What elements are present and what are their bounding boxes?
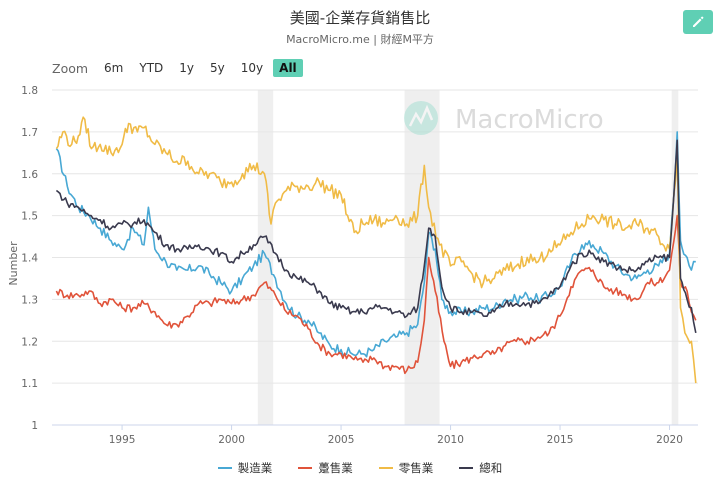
watermark: MacroMicro — [404, 101, 604, 135]
x-tick-label: 2015 — [547, 434, 574, 446]
legend-swatch — [298, 467, 313, 469]
y-tick-label: 1.6 — [21, 169, 38, 181]
x-tick-label: 2010 — [437, 434, 464, 446]
zoom-all-button[interactable]: All — [273, 59, 303, 77]
x-tick-label: 1995 — [109, 434, 136, 446]
watermark-logo-mark — [408, 104, 434, 127]
zoom-bar: Zoom 6m YTD 1y 5y 10y All — [52, 58, 307, 78]
legend-swatch — [378, 467, 393, 469]
chart-title: 美國-企業存貨銷售比 — [289, 9, 431, 27]
y-tick-label: 1.3 — [21, 294, 38, 306]
chart-subtitle: MacroMicro.me | 財經M平方 — [286, 33, 434, 46]
zoom-5y-button[interactable]: 5y — [210, 61, 225, 75]
zoom-label: Zoom — [52, 60, 89, 76]
y-tick-label: 1.2 — [21, 336, 38, 348]
series-line-retail — [55, 116, 697, 384]
y-tick-label: 1.5 — [21, 211, 38, 223]
zoom-10y-button[interactable]: 10y — [240, 61, 264, 75]
y-tick-label: 1.7 — [21, 127, 38, 139]
y-tick-label: 1 — [31, 420, 38, 432]
series-line-wholesale — [55, 214, 697, 375]
watermark-text: MacroMicro — [455, 105, 604, 135]
legend-label: 總和 — [479, 461, 503, 475]
legend: 製造業 躉售業 零售業 總和 — [0, 460, 720, 476]
zoom-1y-button[interactable]: 1y — [179, 61, 195, 75]
zoom-ytd-button[interactable]: YTD — [139, 61, 164, 75]
legend-label: 零售業 — [398, 461, 434, 475]
series-line-manufacturing — [55, 131, 696, 358]
legend-swatch — [217, 467, 232, 469]
y-tick-label: 1.8 — [21, 85, 38, 97]
y-tick-label: 1.4 — [21, 253, 38, 265]
x-tick-label: 2005 — [328, 434, 355, 446]
series-line-total — [55, 139, 697, 334]
y-axis-label: Number — [7, 241, 20, 286]
edit-button[interactable] — [683, 10, 713, 34]
legend-item-manufacturing[interactable]: 製造業 — [217, 460, 273, 476]
legend-item-wholesale[interactable]: 躉售業 — [298, 460, 353, 476]
legend-label: 躉售業 — [318, 461, 353, 475]
legend-swatch — [459, 467, 474, 469]
zoom-6m-button[interactable]: 6m — [104, 61, 124, 75]
pencil-icon — [693, 16, 704, 27]
legend-item-retail[interactable]: 零售業 — [378, 460, 434, 476]
watermark-logo-icon — [404, 101, 438, 135]
y-tick-label: 1.1 — [21, 378, 38, 390]
legend-item-total[interactable]: 總和 — [459, 460, 502, 476]
x-tick-label: 2020 — [656, 434, 683, 446]
x-tick-label: 2000 — [218, 434, 245, 446]
legend-label: 製造業 — [237, 461, 273, 475]
